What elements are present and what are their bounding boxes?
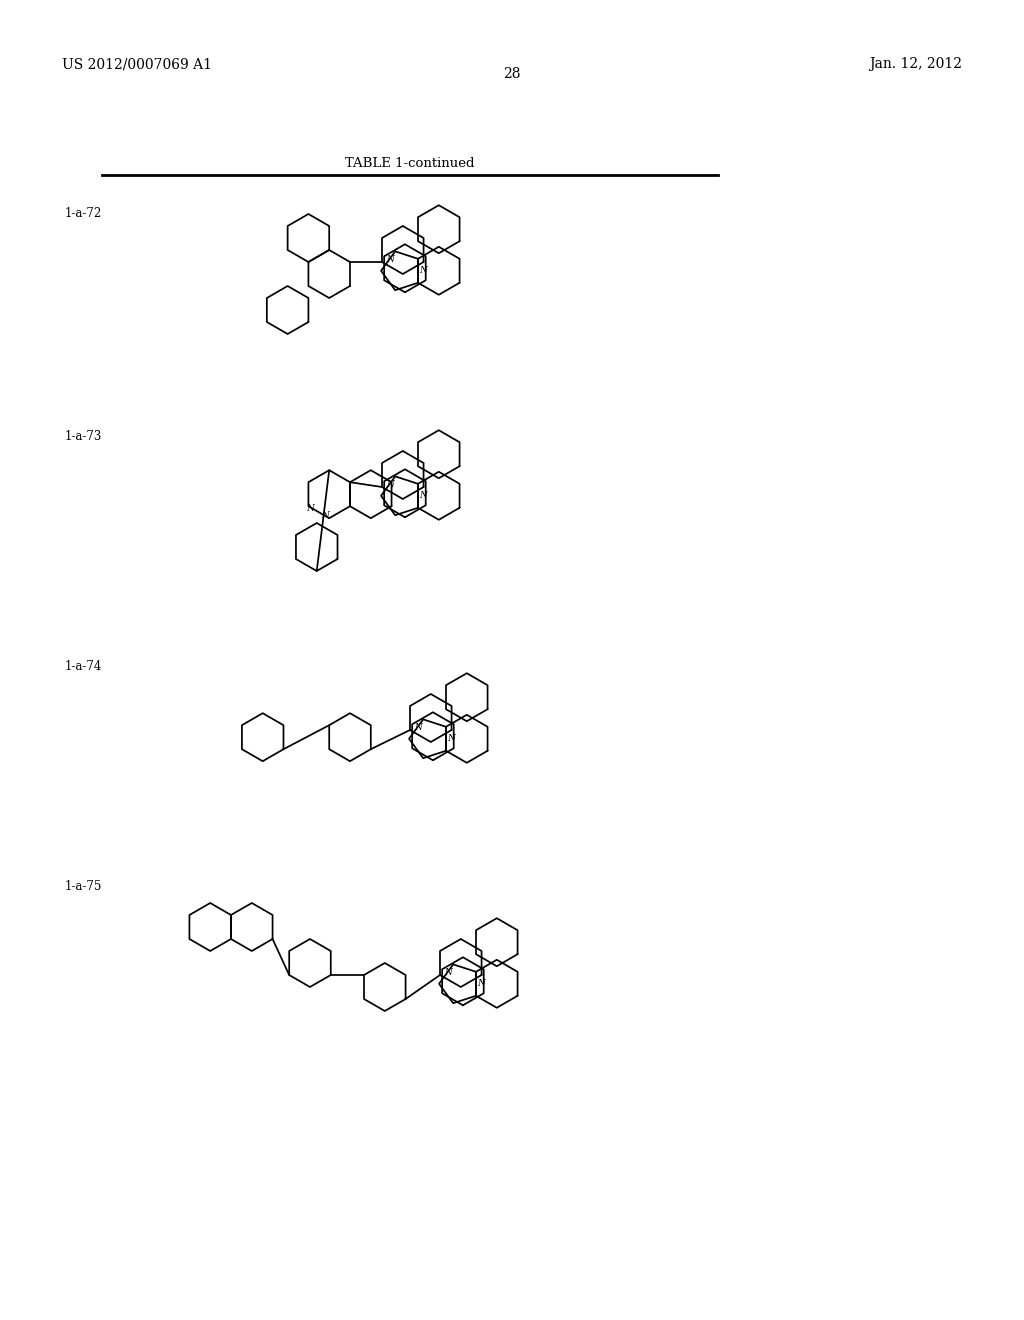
Text: N: N (386, 255, 394, 264)
Text: N: N (419, 267, 427, 276)
Text: 1-a-72: 1-a-72 (65, 207, 102, 220)
Text: N: N (419, 491, 427, 500)
Text: 1-a-73: 1-a-73 (65, 430, 102, 444)
Text: 1-a-75: 1-a-75 (65, 880, 102, 894)
Text: 1-a-74: 1-a-74 (65, 660, 102, 673)
Text: N: N (447, 734, 455, 743)
Text: N: N (322, 511, 329, 520)
Text: N: N (477, 979, 485, 989)
Text: Jan. 12, 2012: Jan. 12, 2012 (869, 57, 962, 71)
Text: 28: 28 (503, 67, 521, 81)
Text: N: N (386, 479, 394, 488)
Text: N: N (306, 504, 314, 512)
Text: US 2012/0007069 A1: US 2012/0007069 A1 (62, 57, 212, 71)
Text: TABLE 1-continued: TABLE 1-continued (345, 157, 475, 170)
Text: N: N (444, 968, 452, 977)
Text: N: N (414, 722, 422, 731)
